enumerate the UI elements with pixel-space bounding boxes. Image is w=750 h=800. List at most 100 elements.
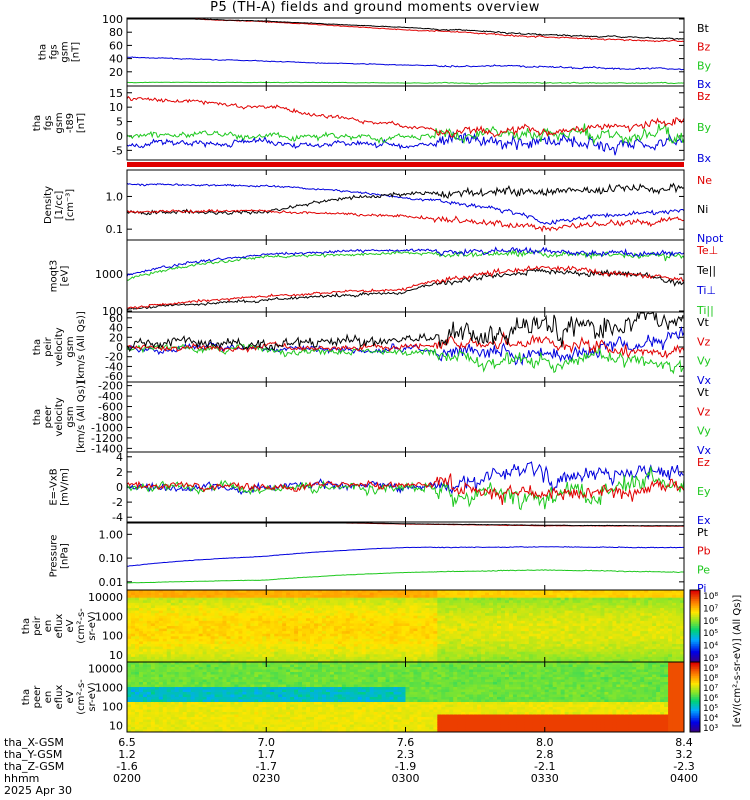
colorbar-tick-label: 10⁸: [703, 592, 718, 602]
panel-frame: [126, 381, 685, 453]
panel-peer-spec: 10000 1000 100 10 tha peer en eflux eV (cm²-s-sr-…: [21, 663, 684, 732]
x-tick-label: 1.7: [258, 748, 276, 761]
y-tick-label: 1000: [95, 610, 123, 623]
y-axis-label: tha: [38, 44, 49, 60]
legend-Bz: Bz: [697, 90, 711, 103]
y-tick-label: 2: [116, 466, 123, 479]
series-peir-velocity-Vt: [126, 312, 685, 353]
y-tick-label: -4: [112, 511, 123, 524]
series-fgs-dip-Bz: [126, 95, 685, 138]
series-temperature-Ti||: [127, 249, 685, 281]
legend-Bx: Bx: [697, 152, 712, 165]
legend-Te⊥: Te⊥: [696, 244, 718, 257]
series-temperature-Te⊥: [127, 265, 685, 310]
colorbar-label: [eV/(cm²-s-sr-eV)] (All Qs)]: [732, 595, 743, 728]
y-axis-label: moqt3: [49, 260, 60, 293]
y-tick-label: -1000: [91, 421, 123, 434]
y-tick-label: 20: [109, 66, 123, 79]
y-axis-label: [cm⁻³]: [65, 189, 76, 221]
x-tick-label: 0330: [531, 772, 559, 785]
y-tick-label: -1400: [91, 442, 123, 455]
y-tick-label: 40: [109, 53, 123, 66]
legend-Ey: Ey: [697, 485, 711, 498]
colorbar-peir-spec: 10⁸ 10⁷ 10⁶ 10⁵ 10⁴ 10³: [689, 589, 718, 664]
x-row-label: tha_Z-GSM: [4, 760, 64, 773]
y-tick-label: 4: [116, 451, 123, 464]
colorbar-tick-label: 10⁴: [703, 714, 718, 724]
series-fgs-mag-Bx: [126, 56, 685, 71]
legend-Ti||: Ti||: [696, 304, 714, 317]
y-tick-label: -400: [98, 390, 123, 403]
y-tick-label: -800: [98, 411, 123, 424]
y-tick-label: -40: [105, 360, 123, 373]
x-tick-label: 0200: [113, 772, 141, 785]
y-tick-label: 10000: [88, 591, 123, 604]
y-axis-label: [km/s (All Qs)]: [76, 311, 87, 383]
y-axis-label: gsm: [60, 41, 71, 62]
y-axis-label: gsm: [54, 112, 65, 133]
y-axis-label: E=-VxB: [49, 468, 60, 505]
y-axis-label: -t89: [65, 113, 76, 133]
x-tick-label: -1.7: [256, 760, 277, 773]
y-axis-label: eV: [65, 690, 76, 703]
y-tick-label: 0.1: [106, 223, 124, 236]
y-axis-label: peer: [43, 405, 54, 429]
series-fgs-dip-By: [126, 122, 685, 146]
legend-Pe: Pe: [697, 563, 710, 576]
series-pressure-Pi: [127, 546, 684, 567]
legend-Vx: Vx: [697, 444, 712, 457]
legend-Ex: Ex: [697, 514, 711, 527]
x-tick-label: -1.9: [395, 760, 416, 773]
colorbar-tick-label: 10⁶: [703, 694, 718, 704]
y-axis-label: tha: [32, 115, 43, 131]
y-axis-label: peir: [43, 336, 54, 356]
y-tick-label: 1000: [95, 268, 123, 281]
y-tick-label: -20: [105, 351, 123, 364]
panel-frame: [126, 85, 685, 161]
y-tick-label: -1200: [91, 432, 123, 445]
y-axis-label: en: [43, 691, 54, 704]
y-tick-label: -60: [105, 370, 123, 383]
legend-Bz: Bz: [697, 41, 711, 54]
y-tick-label: 1.0: [106, 190, 124, 203]
x-tick-label: 8.0: [536, 736, 554, 749]
legend-Pt: Pt: [697, 526, 709, 539]
y-axis-label: gsm: [65, 336, 76, 357]
y-axis-label: [1/cc]: [54, 191, 65, 220]
legend-Vx: Vx: [697, 374, 712, 387]
y-axis-label: sr-eV): [87, 682, 98, 711]
date-label: 2025 Apr 30: [4, 784, 72, 797]
y-tick-label: 100: [102, 630, 123, 643]
y-axis-label: en: [43, 620, 54, 633]
y-axis-label: [mV/m]: [60, 468, 71, 506]
x-row-label: hhmm: [4, 772, 39, 785]
y-tick-label: 5: [116, 116, 123, 129]
series-density-Ne: [126, 208, 685, 233]
y-tick-label: 1000: [95, 682, 123, 695]
y-axis-label: sr-eV): [87, 611, 98, 640]
legend-Ez: Ez: [697, 456, 710, 469]
x-tick-label: 0230: [252, 772, 280, 785]
series-fgs-mag-Bt: [127, 18, 685, 40]
y-tick-label: 60: [109, 312, 123, 325]
y-axis-label: [nPa]: [60, 543, 71, 569]
legend-Bt: Bt: [697, 22, 710, 35]
y-axis-label: velocity: [54, 397, 65, 436]
y-tick-label: 0.01: [99, 576, 124, 589]
y-tick-label: 100: [102, 305, 123, 318]
y-axis-label: peer: [32, 685, 43, 709]
y-axis-label: tha: [21, 618, 32, 634]
legend-Te||: Te||: [696, 264, 716, 277]
legend-Vz: Vz: [697, 405, 711, 418]
y-tick-label: 60: [109, 39, 123, 52]
legend-Vy: Vy: [697, 355, 711, 368]
y-tick-label: 0.10: [99, 552, 124, 565]
panel-frame: [126, 17, 685, 87]
y-tick-label: 40: [109, 322, 123, 335]
colorbar-tick-label: 10⁵: [703, 704, 718, 714]
